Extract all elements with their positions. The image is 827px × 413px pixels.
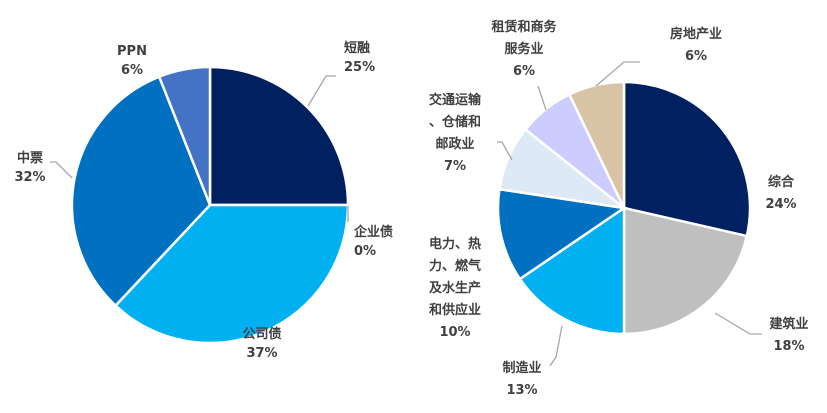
pie2-slice-4-label: 力、燃气 bbox=[429, 258, 481, 274]
pie2-slice-1-label: 综合 bbox=[768, 174, 795, 190]
pie1-slice-5-label: PPN bbox=[117, 44, 147, 59]
pie2-slice-7-label: 房地产业 bbox=[670, 26, 722, 42]
pie1-slice-4-percent: 32% bbox=[14, 170, 45, 185]
pie1-slice-3-percent: 37% bbox=[246, 346, 277, 361]
pie2-slice-3-label: 制造业 bbox=[502, 360, 541, 376]
pie1-leader-line-1 bbox=[307, 75, 336, 107]
pie1-slice-2-percent: 0% bbox=[354, 244, 376, 259]
pie2-slice-4-percent: 10% bbox=[439, 325, 470, 340]
pie2-slice-4-label: 和供应业 bbox=[429, 302, 481, 318]
pie2-slice-6-label: 租赁和商务 bbox=[491, 19, 557, 35]
pie2-slice-6-percent: 6% bbox=[513, 64, 535, 79]
pie2-slice-5-percent: 7% bbox=[444, 159, 466, 174]
pie1-leader-line-4 bbox=[50, 161, 73, 179]
pie2-leader-line-7 bbox=[595, 61, 640, 87]
pie2-slice-2-percent: 18% bbox=[773, 339, 804, 354]
pie1-slice-5 bbox=[157, 65, 212, 206]
pie2-leader-line-6 bbox=[537, 85, 547, 111]
pie2-slice-4-label: 及水生产 bbox=[429, 280, 481, 296]
pie2-slice-2 bbox=[622, 206, 749, 336]
pie2-slice-5-label: 邮政业 bbox=[435, 136, 474, 152]
pie1-slice-1 bbox=[208, 65, 350, 207]
pie1-slice-5-percent: 6% bbox=[121, 63, 143, 78]
issuer-type-pie: 短融 25% 企业债 0% 公司债 37% 中票 32% PPN 6% bbox=[14, 40, 393, 361]
pie1-slice-3 bbox=[113, 203, 350, 345]
pie2-slice-3-percent: 13% bbox=[506, 383, 537, 398]
pie2-slice-1-percent: 24% bbox=[765, 197, 796, 212]
pie1-slice-3-label: 公司债 bbox=[242, 326, 281, 342]
pie2-slice-5-label: 、仓储和 bbox=[429, 114, 481, 130]
pie2-slice-4 bbox=[496, 187, 628, 281]
pie1-slice-2-label: 企业债 bbox=[353, 224, 393, 240]
pie1-slice-4 bbox=[70, 75, 212, 308]
pie2-slice-4-label: 电力、热 bbox=[429, 236, 481, 252]
pie2-slice-7-percent: 6% bbox=[685, 49, 707, 64]
pie1-slice-1-percent: 25% bbox=[344, 60, 375, 75]
pie2-slice-6-label: 服务业 bbox=[504, 41, 543, 57]
pie2-leader-line-2 bbox=[714, 312, 762, 335]
pie1-slice-1-label: 短融 bbox=[344, 40, 370, 56]
pie2-slice-2-label: 建筑业 bbox=[769, 316, 808, 332]
pie2-leader-line-5 bbox=[497, 141, 513, 161]
pie2-slice-1 bbox=[622, 80, 752, 238]
pie2-leader-line-3 bbox=[549, 325, 563, 367]
pie1-slice-4-label: 中票 bbox=[17, 150, 43, 166]
pie2-slice-5-label: 交通运输 bbox=[429, 92, 482, 108]
pie2-slice-3 bbox=[518, 205, 626, 336]
